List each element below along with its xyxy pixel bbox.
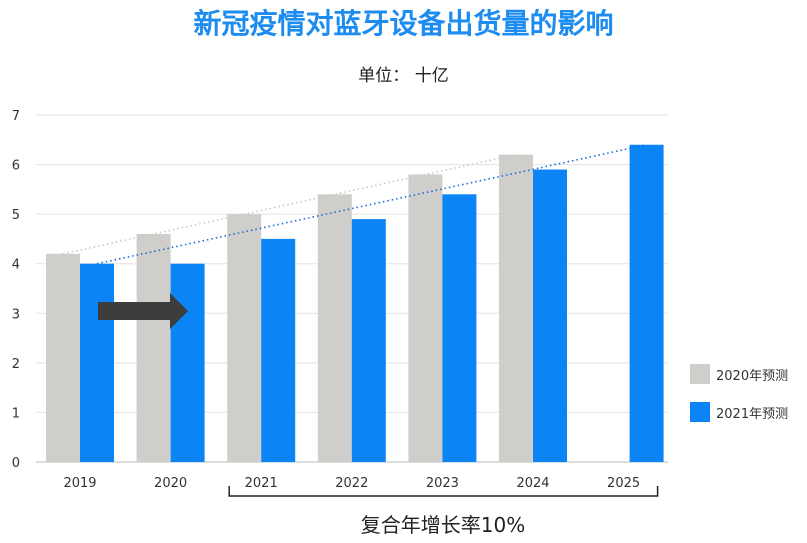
chart-title: 新冠疫情对蓝牙设备出货量的影响 — [193, 7, 614, 40]
x-tick-label: 2019 — [63, 476, 96, 491]
x-axis-ticks: 2019 2020 2021 2022 2023 2024 2025 — [63, 476, 640, 491]
trendline-0 — [62, 153, 517, 255]
chart-subtitle: 单位： 十亿 — [358, 66, 449, 86]
bar-2021-forecast-2022 — [351, 219, 386, 462]
cagr-bracket — [228, 486, 659, 497]
bar-2021-forecast-2021 — [261, 238, 296, 462]
y-tick-label: 7 — [12, 109, 20, 124]
bar-2021-forecast-2023 — [442, 194, 477, 463]
delay-arrow-icon — [98, 293, 188, 329]
bar-2020-forecast-2022 — [317, 194, 352, 463]
y-axis-ticks: 0 1 2 3 4 5 6 7 — [12, 109, 20, 471]
bar-2021-forecast-2024 — [533, 169, 567, 462]
x-tick-label: 2025 — [607, 476, 640, 491]
trendlines — [62, 143, 647, 265]
legend-label-2020: 2020年预测 — [716, 368, 789, 384]
y-tick-label: 1 — [12, 406, 20, 421]
legend: 2020年预测 2021年预测 — [690, 363, 788, 439]
y-tick-label: 3 — [12, 307, 20, 322]
bar-2020-forecast-2021 — [227, 214, 262, 462]
trendline-1 — [96, 143, 647, 265]
bar-2020-forecast-2020 — [136, 233, 171, 462]
x-tick-label: 2024 — [516, 476, 549, 491]
x-tick-label: 2022 — [335, 476, 368, 491]
x-tick-label: 2023 — [426, 476, 459, 491]
bars — [46, 144, 664, 463]
legend-label-2021: 2021年预测 — [716, 406, 789, 422]
y-tick-label: 2 — [12, 357, 20, 372]
cagr-label: 复合年增长率10% — [360, 513, 526, 537]
legend-swatch-2021 — [690, 402, 710, 422]
x-tick-label: 2020 — [154, 476, 187, 491]
bar-2020-forecast-2019 — [46, 253, 80, 462]
legend-item-2021: 2021年预测 — [690, 401, 788, 423]
bar-2021-forecast-2025 — [629, 144, 664, 462]
legend-swatch-2020 — [690, 364, 710, 384]
arrow-shape — [98, 293, 188, 329]
bar-2020-forecast-2024 — [499, 154, 533, 462]
y-tick-label: 4 — [12, 258, 20, 273]
y-tick-label: 0 — [12, 456, 20, 471]
y-tick-label: 5 — [12, 208, 20, 223]
bar-2021-forecast-2020 — [170, 263, 205, 462]
bar-2021-forecast-2019 — [80, 263, 114, 462]
bracket-line — [228, 486, 659, 497]
legend-item-2020: 2020年预测 — [690, 363, 788, 385]
bar-2020-forecast-2023 — [408, 174, 443, 462]
x-tick-label: 2021 — [245, 476, 278, 491]
y-tick-label: 6 — [12, 159, 20, 174]
